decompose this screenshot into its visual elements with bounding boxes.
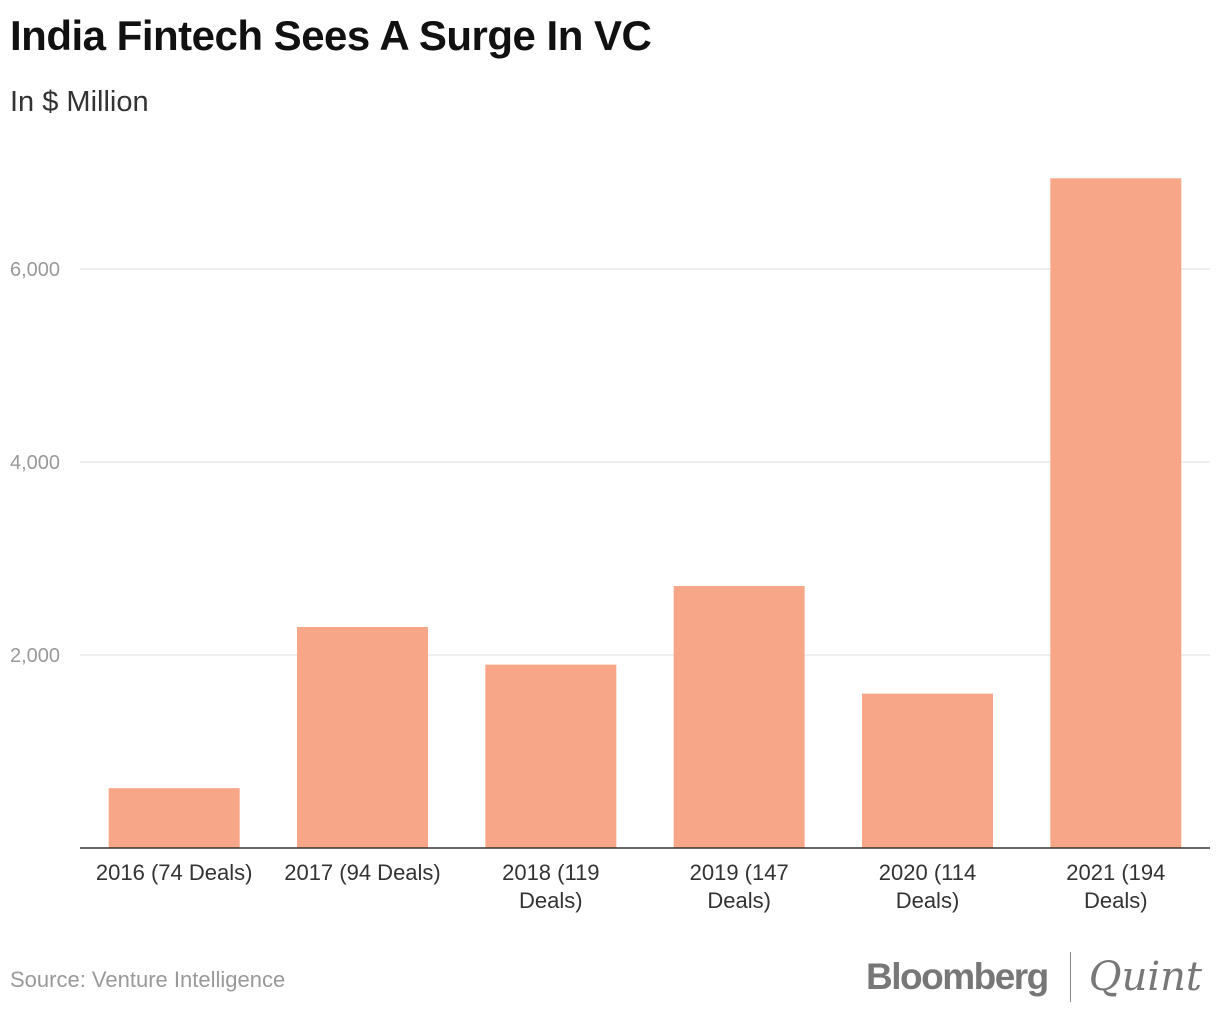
x-tick-label: 2016 (74 Deals)	[96, 860, 253, 885]
bar	[485, 664, 617, 848]
logo-divider	[1069, 952, 1071, 1002]
bar	[297, 627, 428, 848]
logo-bloomberg: Bloomberg	[866, 956, 1049, 997]
bar	[862, 693, 993, 848]
x-tick-label: 2018 (119 Deals)	[502, 860, 599, 913]
y-tick-label: 4,000	[10, 452, 60, 474]
y-tick-label: 6,000	[10, 259, 60, 281]
bloomberg-quint-logo: Bloomberg Quint	[866, 952, 1202, 1002]
source-note: Source: Venture Intelligence	[10, 967, 286, 992]
x-tick-label: 2017 (94 Deals)	[284, 860, 441, 885]
bar	[673, 586, 805, 848]
x-tick-label: 2021 (194 Deals)	[1066, 860, 1165, 913]
x-tick-label: 2019 (147 Deals)	[690, 860, 789, 913]
bar	[108, 788, 240, 848]
bar	[1050, 178, 1182, 849]
x-tick-label: 2020 (114 Deals)	[879, 860, 976, 913]
logo-quint: Quint	[1088, 954, 1202, 1000]
bar-chart: 2,000 4,000 6,000 2016 (74 Deals) 2017 (94 D…	[10, 178, 1210, 913]
chart-title: India Fintech Sees A Surge In VC	[10, 12, 652, 59]
y-tick-label: 2,000	[10, 645, 60, 667]
chart-subtitle: In $ Million	[10, 86, 149, 118]
